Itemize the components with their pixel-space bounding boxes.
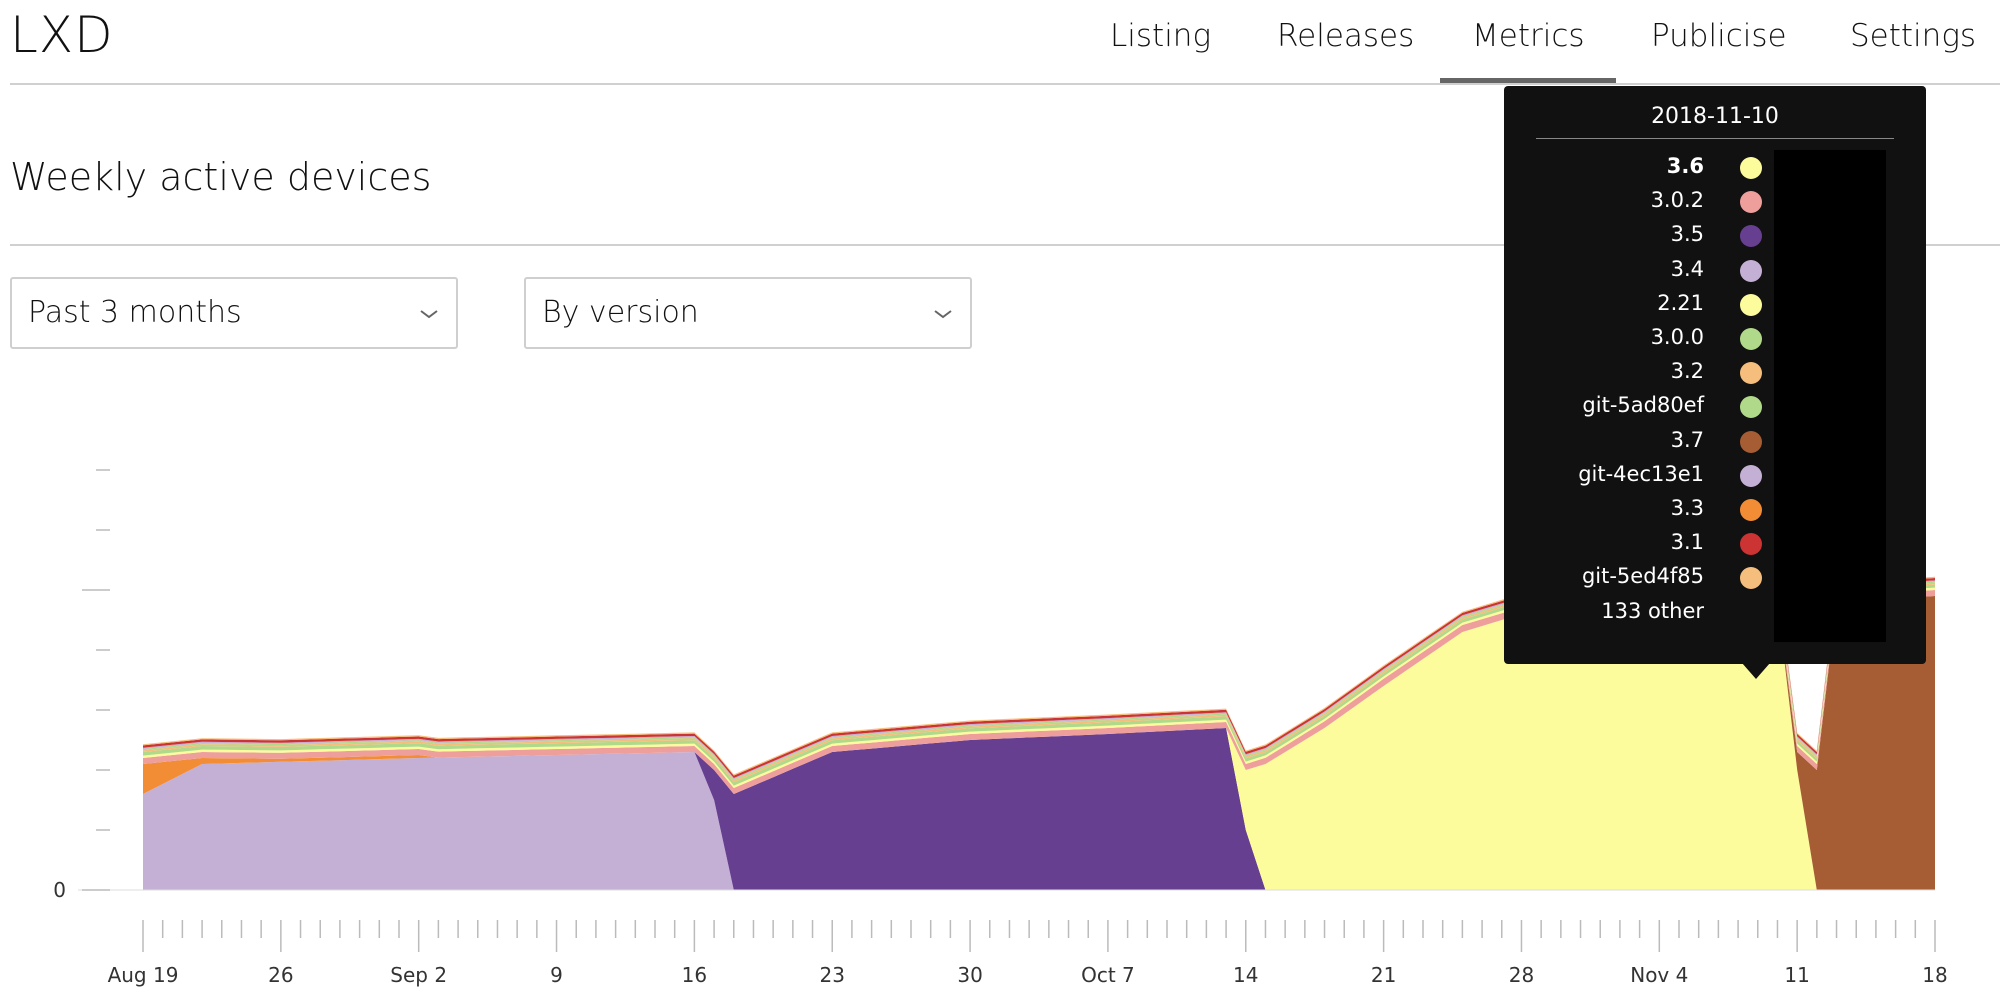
tooltip-row-label: git-4ec13e1 — [1578, 461, 1704, 486]
period-select-value: Past 3 months — [28, 295, 242, 330]
nav-item-listing[interactable]: Listing — [1110, 18, 1212, 54]
tooltip-row: 3.5 — [1504, 218, 1926, 252]
tooltip-row: 3.1 — [1504, 526, 1926, 560]
nav-active-indicator — [1440, 78, 1616, 84]
tooltip-row-label: 3.4 — [1670, 256, 1704, 281]
x-tick-label: 11 — [1784, 963, 1809, 987]
tooltip-pointer — [1742, 663, 1770, 679]
grouping-select[interactable]: By version — [524, 277, 972, 349]
period-select[interactable]: Past 3 months — [10, 277, 458, 349]
tooltip-row: git-5ad80ef — [1504, 389, 1926, 423]
chevron-down-icon — [420, 310, 438, 319]
tooltip-series-swatch — [1740, 259, 1762, 282]
chart-y-axis: 0 — [53, 469, 1935, 902]
x-tick-label: 18 — [1922, 963, 1947, 987]
tooltip-row: git-5ed4f85 — [1504, 560, 1926, 594]
tooltip-values-redacted — [1774, 150, 1886, 642]
tooltip-series-swatch — [1740, 191, 1762, 214]
main-nav: Listing Releases Metrics Publicise Setti… — [0, 0, 2000, 85]
x-tick-label: 16 — [682, 963, 707, 987]
tooltip-row: 3.0.2 — [1504, 184, 1926, 218]
x-tick-label: 23 — [820, 963, 845, 987]
x-tick-label: 26 — [268, 963, 293, 987]
y-tick-label: 0 — [53, 878, 66, 902]
nav-item-publicise[interactable]: Publicise — [1651, 18, 1787, 54]
tooltip-row-label: 3.1 — [1670, 530, 1704, 555]
tooltip-series-swatch — [1740, 328, 1762, 350]
x-tick-label: Aug 19 — [108, 963, 179, 987]
series-area-3.6[interactable] — [143, 602, 1935, 890]
tooltip-series-swatch — [1740, 533, 1762, 556]
x-tick-label: 9 — [550, 963, 563, 987]
tooltip-row: 3.6 — [1504, 150, 1926, 184]
tooltip-row: 3.3 — [1504, 492, 1926, 526]
tooltip-row-label: 2.21 — [1657, 290, 1704, 315]
x-tick-label: 14 — [1233, 963, 1258, 987]
series-area-3.4[interactable] — [143, 752, 1935, 890]
tooltip-row-label: 133 other — [1601, 598, 1704, 623]
tooltip-series-swatch — [1740, 362, 1762, 385]
nav-item-settings[interactable]: Settings — [1850, 18, 1977, 54]
tooltip-row-label: 3.3 — [1670, 496, 1704, 520]
tooltip-row-label: git-5ad80ef — [1582, 393, 1704, 418]
nav-item-metrics[interactable]: Metrics — [1472, 18, 1585, 54]
chart-tooltip: 2018-11-10 3.6 3.0.2 3.5 3.4 2.21 3.0.0 3.2 git… — [1504, 86, 1926, 679]
tooltip-row-label: 3.5 — [1670, 222, 1704, 247]
chart-areas — [143, 576, 1935, 890]
nav-divider — [10, 83, 2000, 85]
x-tick-label: Sep 2 — [390, 963, 447, 987]
tooltip-series-swatch — [1740, 157, 1762, 179]
page-title: Weekly active devices — [10, 155, 432, 199]
tooltip-series-swatch — [1740, 225, 1762, 248]
tooltip-row-label: 3.0.2 — [1650, 188, 1704, 213]
tooltip-row: 3.0.0 — [1504, 321, 1926, 355]
tooltip-series-swatch — [1740, 499, 1762, 521]
tooltip-row: 3.7 — [1504, 424, 1926, 458]
tooltip-row: git-4ec13e1 — [1504, 458, 1926, 492]
tooltip-row-label: 3.0.0 — [1650, 325, 1704, 349]
grouping-select-value: By version — [542, 295, 699, 330]
tooltip-row-label: git-5ed4f85 — [1581, 564, 1704, 589]
series-area-3.5[interactable] — [143, 728, 1935, 890]
tooltip-series-swatch — [1740, 464, 1762, 487]
x-tick-label: 28 — [1509, 963, 1534, 987]
tooltip-divider — [1536, 138, 1894, 139]
chart-x-axis: Aug 19 26 Sep 2 9 16 23 30 Oct 7 14 21 28 Nov 4 11 18 — [108, 920, 1948, 987]
tooltip-series-swatch — [1740, 567, 1762, 590]
x-tick-label: 21 — [1371, 963, 1396, 987]
x-tick-label: 30 — [957, 963, 982, 987]
tooltip-series-swatch — [1740, 430, 1762, 453]
tooltip-row: 2.21 — [1504, 287, 1926, 321]
tooltip-row-label: 3.7 — [1670, 427, 1704, 452]
tooltip-row-label: 3.6 — [1666, 154, 1704, 178]
tooltip-row: 133 other — [1504, 595, 1926, 629]
chevron-down-icon — [934, 310, 952, 319]
tooltip-date: 2018-11-10 — [1651, 104, 1779, 129]
tooltip-series-swatch — [1740, 293, 1762, 316]
tooltip-row: 3.2 — [1504, 355, 1926, 389]
x-tick-label: Nov 4 — [1630, 963, 1688, 987]
section-divider — [10, 244, 2000, 246]
tooltip-row-label: 3.2 — [1670, 359, 1704, 384]
tooltip-row: 3.4 — [1504, 253, 1926, 287]
app-title: LXD — [10, 6, 114, 64]
tooltip-series-swatch — [1740, 396, 1762, 419]
x-tick-label: Oct 7 — [1081, 963, 1135, 987]
nav-item-releases[interactable]: Releases — [1277, 18, 1415, 54]
